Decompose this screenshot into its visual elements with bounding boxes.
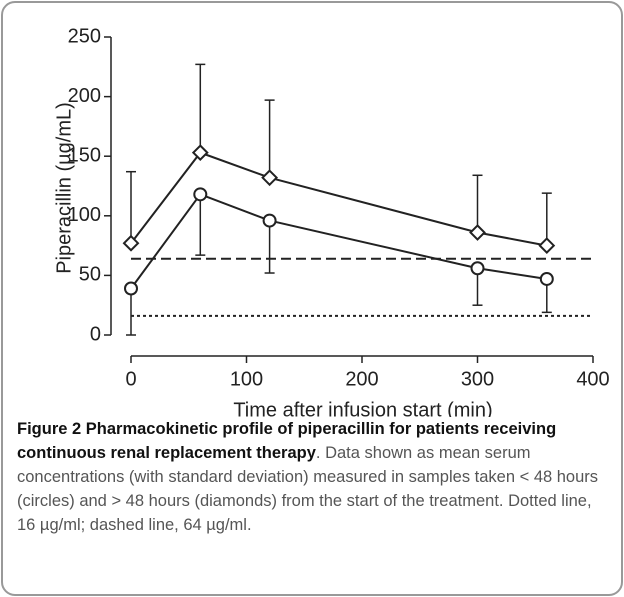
data-point <box>470 261 485 276</box>
caption: Figure 2 Pharmacokinetic profile of pipe… <box>17 417 609 537</box>
y-tick-label: 200 <box>68 85 101 107</box>
x-tick-label: 0 <box>125 368 136 390</box>
y-tick-label: 0 <box>90 323 101 345</box>
y-axis-label: Piperacillin (µg/mL) <box>53 102 75 274</box>
data-point <box>191 144 209 162</box>
series-line <box>130 193 547 290</box>
caption-label: Figure 2 <box>17 420 82 438</box>
data-point <box>539 271 554 286</box>
y-tick-label: 50 <box>79 264 101 286</box>
data-point <box>124 281 138 296</box>
x-tick-label: 200 <box>345 368 378 390</box>
data-point <box>469 224 486 241</box>
caption-text: . Data shown as mean serum concentration… <box>17 444 599 534</box>
x-tick-label: 400 <box>576 368 609 390</box>
chart: Piperacillin (µg/mL) Time after infusion… <box>53 25 609 421</box>
data-point <box>262 213 277 228</box>
y-tick-label: 100 <box>68 204 101 226</box>
x-tick-label: 300 <box>461 368 494 390</box>
data-point <box>122 234 140 252</box>
y-tick-label: 150 <box>68 144 101 166</box>
data-point <box>193 187 208 202</box>
x-tick-label: 100 <box>230 368 263 390</box>
data-point <box>261 169 279 187</box>
data-point <box>538 237 556 255</box>
caption-title: Pharmacokinetic profile of piperacillin … <box>17 420 557 462</box>
y-tick-label: 250 <box>68 25 101 47</box>
x-axis-label: Time after infusion start (min) <box>233 399 492 417</box>
